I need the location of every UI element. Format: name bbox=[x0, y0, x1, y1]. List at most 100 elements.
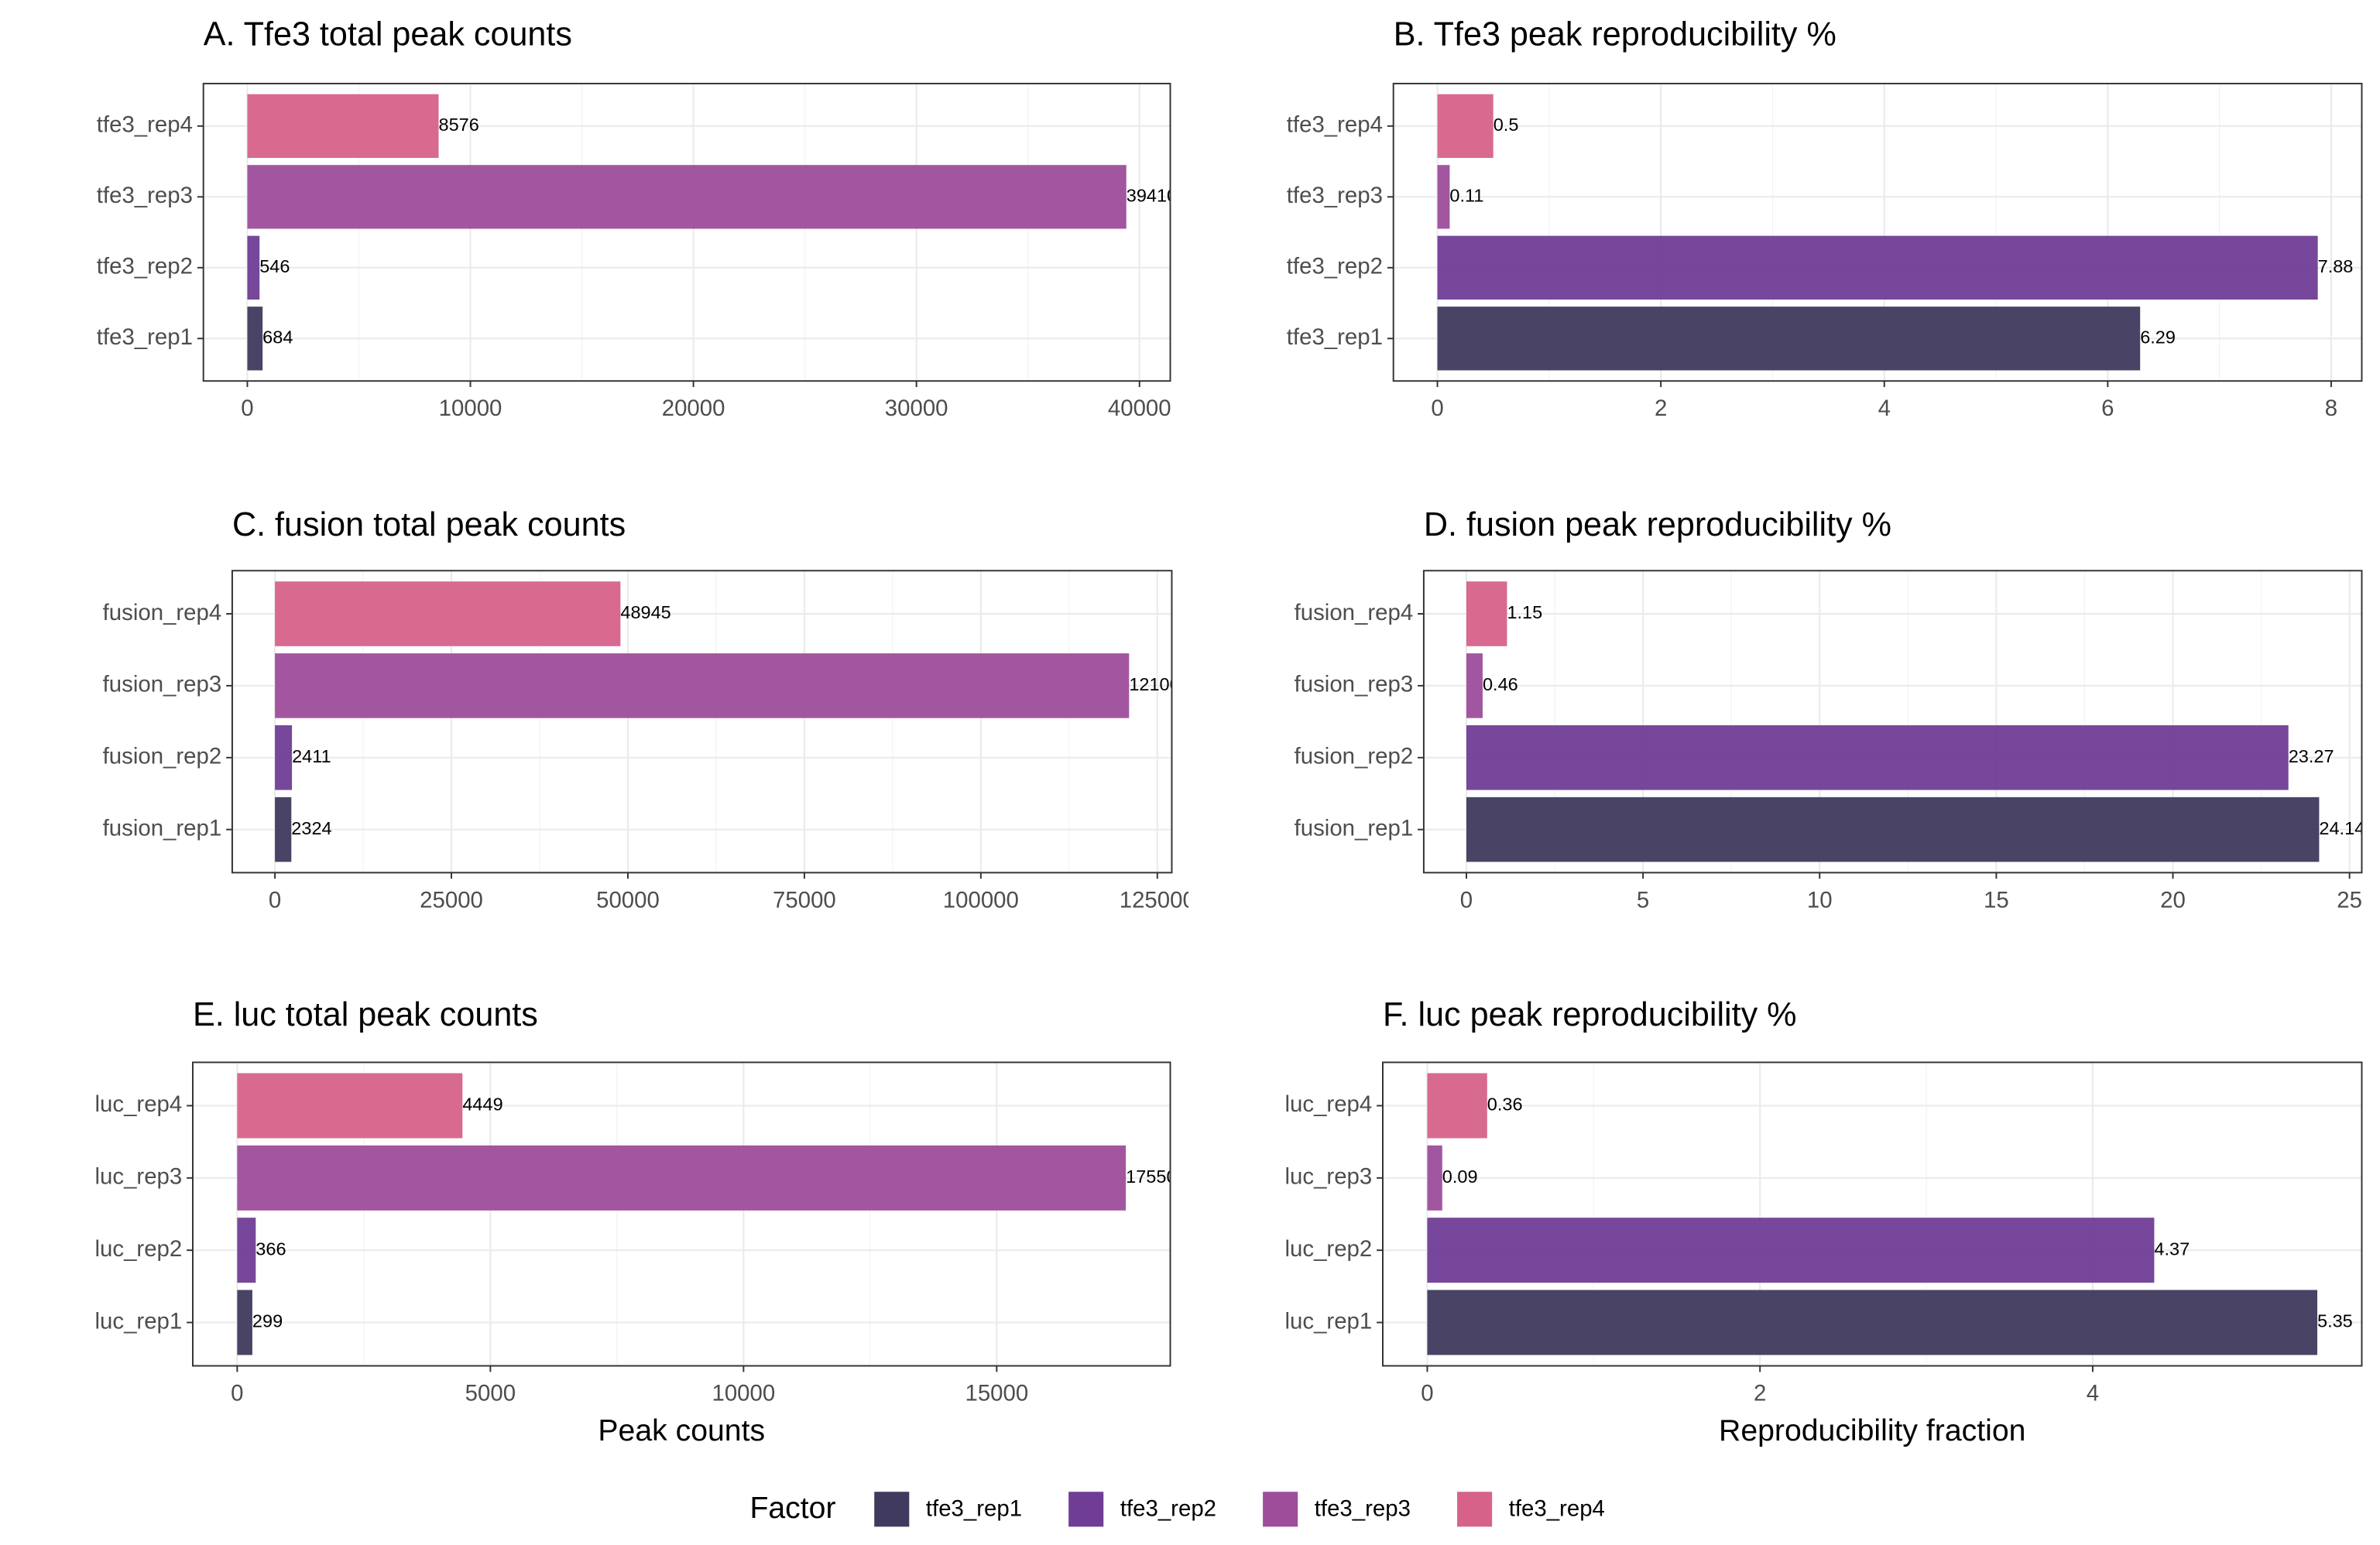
y-tick-label: fusion_rep4 bbox=[103, 600, 222, 625]
y-tick-label: fusion_rep1 bbox=[103, 815, 222, 841]
value-label: 366 bbox=[255, 1238, 286, 1259]
x-tick-label: 125000 bbox=[1120, 887, 1195, 913]
value-label: 39410 bbox=[1127, 186, 1177, 206]
x-tick-label: 100000 bbox=[943, 887, 1019, 913]
panel-title: C. fusion total peak counts bbox=[232, 506, 626, 543]
bar bbox=[1427, 1218, 2155, 1283]
bar bbox=[237, 1290, 252, 1355]
panel-title: F. luc peak reproducibility % bbox=[1383, 996, 1797, 1033]
bar bbox=[1466, 581, 1507, 646]
x-tick-label: 5 bbox=[1637, 887, 1649, 913]
x-tick-label: 0 bbox=[269, 887, 281, 913]
value-label: 17550 bbox=[1126, 1166, 1176, 1187]
bar bbox=[1427, 1145, 1442, 1211]
panel: B. Tfe3 peak reproducibility % 6.29 7.88 0.… bbox=[1287, 16, 2363, 421]
bar bbox=[247, 94, 439, 159]
bar bbox=[275, 653, 1130, 718]
y-tick-label: fusion_rep3 bbox=[103, 672, 222, 697]
value-label: 0.11 bbox=[1449, 186, 1483, 206]
x-tick-label: 10000 bbox=[712, 1381, 775, 1406]
legend-swatch bbox=[1263, 1492, 1298, 1527]
bar bbox=[1437, 235, 2318, 300]
x-tick-label: 0 bbox=[231, 1381, 243, 1406]
panel-title: B. Tfe3 peak reproducibility % bbox=[1394, 16, 1836, 53]
panel-title: A. Tfe3 total peak counts bbox=[204, 16, 572, 53]
value-label: 5.35 bbox=[2317, 1311, 2353, 1331]
y-tick-label: tfe3_rep3 bbox=[1287, 183, 1383, 208]
y-tick-label: tfe3_rep4 bbox=[1287, 112, 1383, 138]
x-tick-label: 4 bbox=[2087, 1381, 2099, 1406]
x-tick-label: 15 bbox=[1984, 887, 2009, 913]
x-tick-label: 0 bbox=[1460, 887, 1473, 913]
legend-label: tfe3_rep1 bbox=[926, 1496, 1022, 1522]
y-tick-label: fusion_rep2 bbox=[1295, 744, 1414, 769]
panel-border bbox=[202, 82, 1171, 382]
y-tick-label: luc_rep3 bbox=[95, 1164, 183, 1190]
legend-label: tfe3_rep2 bbox=[1120, 1496, 1216, 1522]
legend-label: tfe3_rep4 bbox=[1509, 1496, 1605, 1522]
value-label: 24.14 bbox=[2319, 818, 2365, 838]
value-label: 0.09 bbox=[1442, 1166, 1478, 1187]
y-tick-label: tfe3_rep2 bbox=[97, 254, 193, 279]
panel: F. luc peak reproducibility % 5.35 4.37 0.0… bbox=[1285, 996, 2363, 1447]
x-tick-label: 75000 bbox=[773, 887, 836, 913]
plot-area: 2324 2411 121000 48945 bbox=[231, 570, 1172, 873]
value-label: 0.5 bbox=[1494, 115, 1519, 135]
legend-swatch bbox=[1068, 1492, 1104, 1527]
x-axis-label: Reproducibility fraction bbox=[1719, 1414, 2025, 1447]
x-tick-label: 6 bbox=[2101, 396, 2114, 421]
legend-label: tfe3_rep3 bbox=[1315, 1496, 1411, 1522]
value-label: 2411 bbox=[292, 746, 331, 766]
panel-title: D. fusion peak reproducibility % bbox=[1424, 506, 1891, 543]
bar bbox=[247, 307, 263, 371]
value-label: 684 bbox=[262, 327, 293, 348]
plot-area: 24.14 23.27 0.46 1.15 bbox=[1423, 570, 2365, 873]
value-label: 4.37 bbox=[2154, 1238, 2190, 1259]
x-tick-label: 15000 bbox=[965, 1381, 1028, 1406]
bar bbox=[275, 725, 293, 790]
x-tick-label: 0 bbox=[1431, 396, 1443, 421]
value-label: 7.88 bbox=[2318, 256, 2354, 276]
value-label: 1.15 bbox=[1507, 602, 1542, 622]
x-tick-label: 5000 bbox=[465, 1381, 516, 1406]
panel: E. luc total peak counts 299 366 17550 4449 l… bbox=[95, 996, 1176, 1447]
x-axis-label: Peak counts bbox=[598, 1414, 765, 1447]
x-tick-label: 20000 bbox=[662, 396, 725, 421]
panel: A. Tfe3 total peak counts 684 546 39410 8576… bbox=[97, 16, 1177, 422]
y-tick-label: luc_rep1 bbox=[95, 1308, 183, 1334]
bar bbox=[1437, 94, 1494, 159]
bar bbox=[275, 796, 292, 862]
legend-title: Factor bbox=[749, 1492, 835, 1525]
y-tick-label: luc_rep4 bbox=[95, 1091, 183, 1117]
legend-swatch bbox=[1457, 1492, 1493, 1527]
x-tick-label: 20 bbox=[2160, 887, 2186, 913]
x-tick-label: 4 bbox=[1878, 396, 1891, 421]
bar bbox=[247, 165, 1127, 229]
y-tick-label: luc_rep2 bbox=[1285, 1236, 1373, 1262]
plot-area: 5.35 4.37 0.09 0.36 bbox=[1382, 1062, 2362, 1366]
panel-title: E. luc total peak counts bbox=[193, 996, 538, 1033]
y-tick-label: luc_rep3 bbox=[1285, 1164, 1373, 1190]
panel-border bbox=[1422, 570, 2363, 874]
panel-border bbox=[191, 1061, 1171, 1367]
value-label: 0.46 bbox=[1483, 674, 1518, 694]
y-tick-label: tfe3_rep4 bbox=[97, 112, 193, 138]
x-tick-label: 30000 bbox=[885, 396, 948, 421]
y-tick-label: tfe3_rep3 bbox=[97, 183, 193, 208]
value-label: 2324 bbox=[291, 818, 331, 838]
y-tick-label: fusion_rep2 bbox=[103, 744, 222, 769]
bar bbox=[1437, 307, 2141, 371]
legend: Factor tfe3_rep1 tfe3_rep2 tfe3_rep3 tfe3_re… bbox=[749, 1492, 1605, 1527]
plot-area: 6.29 7.88 0.11 0.5 bbox=[1393, 83, 2362, 382]
bar bbox=[1437, 165, 1450, 229]
x-tick-label: 10000 bbox=[439, 396, 502, 421]
panel: C. fusion total peak counts 2324 2411 12100… bbox=[103, 506, 1195, 913]
y-tick-label: fusion_rep4 bbox=[1295, 600, 1414, 625]
value-label: 4449 bbox=[462, 1095, 502, 1115]
y-tick-label: tfe3_rep2 bbox=[1287, 254, 1383, 279]
x-tick-label: 0 bbox=[1421, 1381, 1433, 1406]
value-label: 6.29 bbox=[2140, 327, 2176, 348]
value-label: 8576 bbox=[439, 115, 479, 135]
x-tick-label: 10 bbox=[1807, 887, 1833, 913]
